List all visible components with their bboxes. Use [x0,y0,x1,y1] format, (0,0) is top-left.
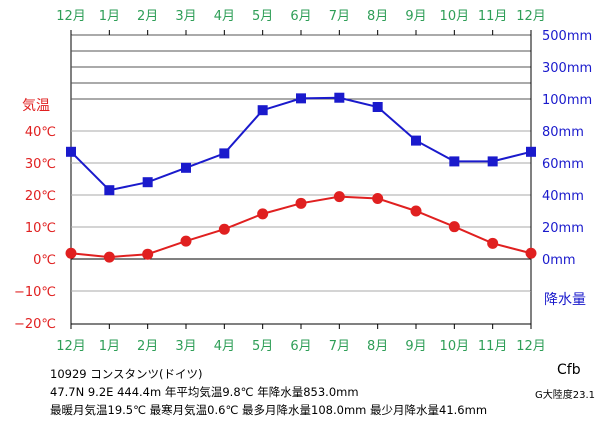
precipitation-line [70,96,532,192]
top-month-labels: 12月 1月 2月 3月 4月 5月 6月 7月 8月 9月 10月 11月 12月 [56,9,546,24]
climate-code: Cfb [557,362,581,378]
month-label-bottom: 2月 [137,339,158,354]
precipitation-tick-label: 40mm [542,189,584,204]
month-label-bottom: 12月 [56,339,86,354]
precipitation-point [142,177,153,188]
station-name: 10929 コンスタンツ(ドイツ) [50,367,203,381]
month-label-top: 3月 [175,9,196,24]
temperature-point [142,248,154,260]
month-label-top: 2月 [137,9,158,24]
temperature-point [410,205,422,217]
precipitation-point [526,146,536,157]
precipitation-point [411,135,421,146]
month-label-top: 4月 [214,9,235,24]
month-label-bottom: 7月 [329,339,350,354]
month-label-top: 12月 [516,9,546,24]
month-label-bottom: 3月 [175,339,196,354]
temperature-tick-label: −20℃ [14,317,56,332]
precipitation-axis-title: 降水量 [544,292,586,308]
month-label-bottom: 5月 [252,339,273,354]
month-label-bottom: 9月 [405,339,426,354]
precipitation-point [181,162,191,173]
month-label-bottom: 1月 [99,339,120,354]
temperature-tick-label: −10℃ [14,285,56,300]
chart-grid [70,30,532,329]
temperature-point [448,221,460,233]
month-label-top: 1月 [99,9,120,24]
temperature-tick-labels: 40℃ 30℃ 20℃ 10℃ 0℃ −10℃ −20℃ [14,125,56,332]
month-label-top: 8月 [367,9,388,24]
temperature-point [103,251,115,263]
precipitation-point [334,92,345,103]
temperature-tick-label: 0℃ [33,253,56,268]
temperature-point [295,197,307,209]
temperature-tick-label: 30℃ [25,157,56,172]
month-label-top: 11月 [478,9,508,24]
month-label-top: 9月 [405,9,426,24]
month-label-bottom: 6月 [290,339,311,354]
month-label-bottom: 10月 [440,339,470,354]
precipitation-tick-label: 300mm [542,61,592,76]
temperature-tick-label: 20℃ [25,189,56,204]
precipitation-tick-label: 500mm [542,29,592,44]
month-label-bottom: 12月 [516,339,546,354]
month-label-bottom: 11月 [478,339,508,354]
precipitation-point [66,146,76,157]
temperature-point [257,208,269,220]
series-layer [65,92,537,263]
precipitation-tick-label: 100mm [542,93,592,108]
precipitation-tick-labels: 500mm 300mm 100mm 80mm 60mm 40mm 20mm 0mm [542,29,592,268]
temperature-point [180,235,192,247]
precipitation-point [296,93,306,104]
temperature-tick-label: 10℃ [25,221,56,236]
temperature-point [218,223,230,235]
temperature-point [65,247,77,259]
temperature-point [525,247,537,259]
temperature-axis-title: 気温 [22,98,50,114]
precipitation-point [372,102,383,112]
month-label-bottom: 8月 [367,339,388,354]
bottom-month-labels: 12月 1月 2月 3月 4月 5月 6月 7月 8月 9月 10月 11月 12月 [56,339,546,354]
month-label-top: 6月 [290,9,311,24]
temperature-point [372,193,384,205]
precipitation-point [104,185,115,196]
month-label-top: 7月 [329,9,350,24]
precipitation-tick-label: 60mm [542,157,584,172]
temperature-point [333,191,345,203]
temperature-point [487,237,499,249]
station-extremes: 最暖月気温19.5℃ 最寒月気温0.6℃ 最多月降水量108.0mm 最少月降水… [50,403,488,417]
station-summary: 47.7N 9.2E 444.4m 年平均気温9.8℃ 年降水量853.0mm [50,385,359,399]
month-label-top: 5月 [252,9,273,24]
precipitation-tick-label: 20mm [542,221,584,236]
month-label-top: 12月 [56,9,86,24]
temperature-tick-label: 40℃ [25,125,56,140]
precipitation-tick-label: 80mm [542,125,584,140]
precipitation-point [449,156,460,167]
continentality-index: G大陸度23.1 [535,390,596,401]
precipitation-point [219,148,230,159]
month-label-top: 10月 [440,9,470,24]
precipitation-point [487,156,498,167]
precipitation-tick-label: 0mm [542,253,576,268]
precipitation-point [257,105,268,116]
plot-frame [70,34,532,325]
month-label-bottom: 4月 [214,339,235,354]
